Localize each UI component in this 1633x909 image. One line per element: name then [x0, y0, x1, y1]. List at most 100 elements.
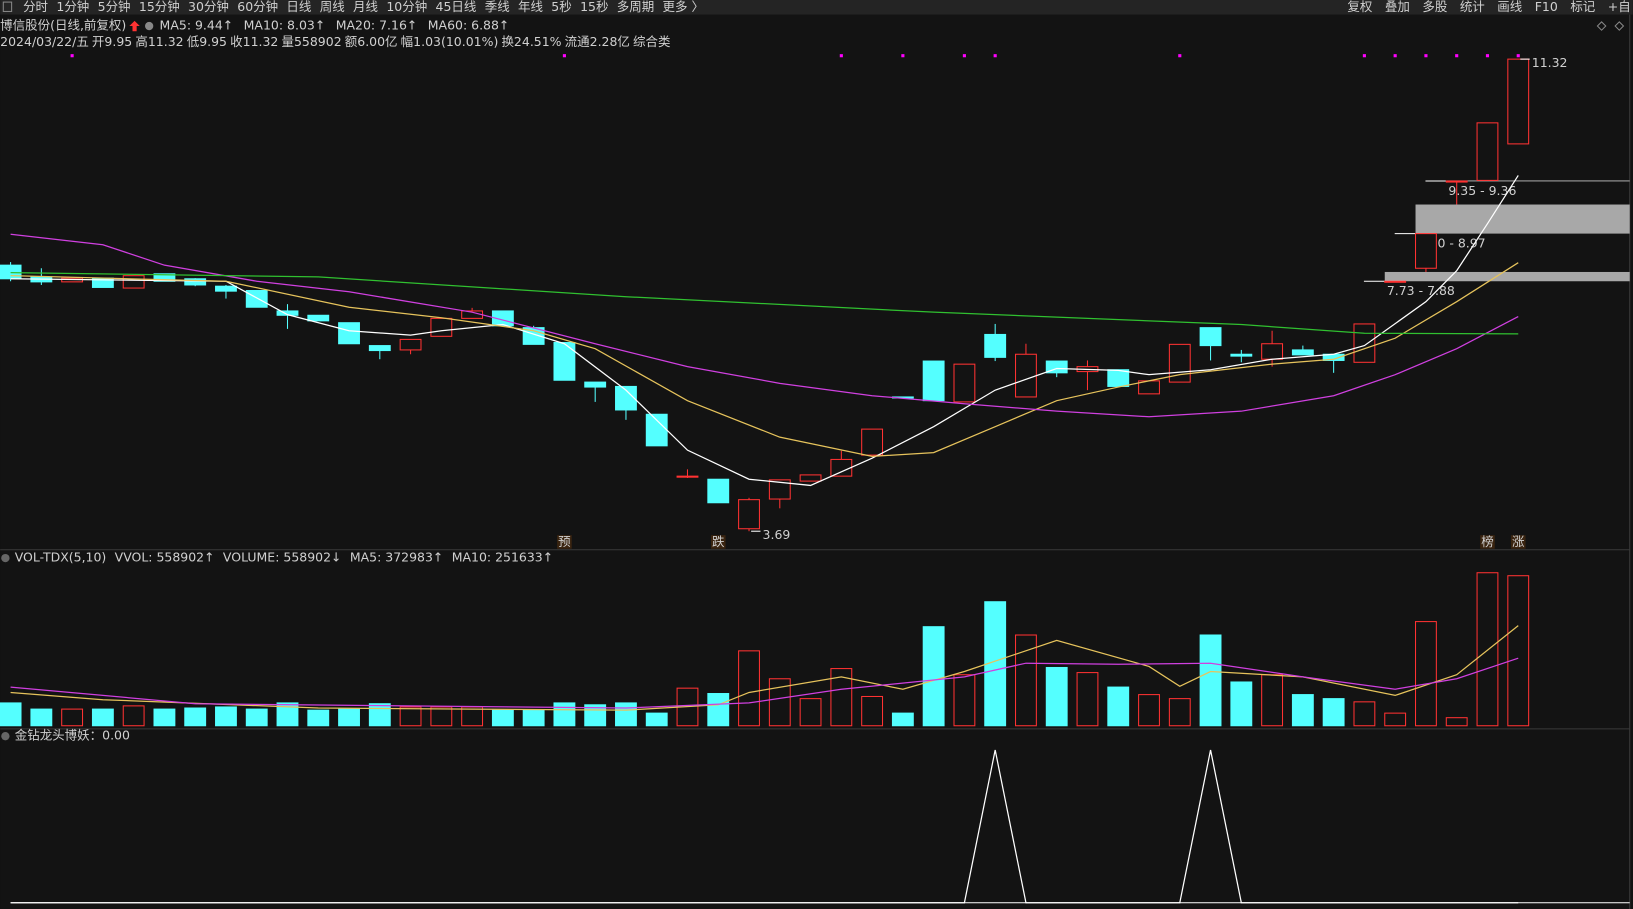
signal-dot — [562, 54, 566, 58]
quote-item: 高11.32 — [135, 34, 183, 49]
volume-bar — [399, 706, 422, 727]
period-tab[interactable]: 月线 — [353, 0, 378, 14]
volume-bar — [768, 678, 791, 727]
period-tab[interactable]: 更多 〉 — [663, 0, 704, 14]
volume-bar — [307, 709, 330, 727]
volume-bar — [276, 702, 299, 727]
period-tab[interactable]: 日线 — [286, 0, 311, 14]
gap-band — [1415, 204, 1630, 234]
collapse-icon[interactable] — [1, 553, 10, 563]
quote-item: 流通2.28亿 — [565, 34, 630, 49]
period-tab[interactable]: 15分钟 — [139, 0, 180, 14]
volume-bar — [338, 708, 360, 727]
candle-body — [738, 499, 760, 530]
volume-bar — [738, 650, 760, 727]
gap-band — [1446, 180, 1630, 182]
legend-item: MA10: 251633↑ — [452, 550, 554, 565]
period-tab[interactable]: 60分钟 — [237, 0, 278, 14]
candle-body — [1353, 323, 1376, 363]
quote-item: 2024/03/22/五 — [0, 34, 89, 49]
candle-body — [922, 360, 945, 402]
candle-body — [1261, 343, 1284, 360]
volume-bar — [491, 709, 514, 727]
volume-bar — [0, 702, 22, 727]
panel-title: 金钻龙头博妖：0.00 — [15, 728, 130, 743]
price-label: 3.69 — [763, 527, 791, 542]
ma-line — [10, 271, 1519, 335]
quote-item: 低9.95 — [187, 34, 227, 49]
period-tab[interactable]: 30分钟 — [188, 0, 229, 14]
candle-body — [153, 273, 176, 282]
period-tab[interactable]: 1分钟 — [56, 0, 89, 14]
signal-badge — [1480, 535, 1495, 549]
volume-bar — [1138, 694, 1160, 727]
indicator-line — [10, 749, 1519, 904]
ma-line — [10, 262, 1519, 457]
signal-badge — [710, 535, 726, 549]
volume-ma-line — [10, 625, 1519, 711]
period-tab[interactable]: 多周期 — [617, 0, 654, 14]
signal-dot — [839, 54, 843, 58]
candle-body — [645, 413, 668, 447]
toolbar — [0, 0, 1633, 15]
gap-label: 7.73 - 7.88 — [1387, 283, 1455, 298]
volume-bar — [61, 708, 84, 727]
quote-item: 换24.51% — [501, 34, 561, 49]
volume-bar — [891, 712, 914, 727]
stock-title: 博信股份(日线,前复权) — [0, 18, 126, 33]
period-tab[interactable]: 分时 — [23, 0, 48, 14]
menu-icon[interactable] — [2, 1, 13, 12]
candle-body — [1507, 58, 1530, 145]
candle-body — [1445, 180, 1468, 183]
candle-body — [707, 478, 730, 504]
period-tab[interactable]: 45日线 — [436, 0, 477, 14]
gap-band — [1384, 271, 1630, 282]
candle-body — [307, 314, 330, 322]
legend-item: MA10: 8.03↑ — [244, 18, 326, 33]
candle-body — [676, 475, 699, 478]
signal-badge — [1510, 535, 1526, 549]
panel-icons[interactable] — [1596, 21, 1625, 31]
period-tab[interactable]: 5秒 — [551, 0, 571, 14]
volume-bar — [922, 626, 945, 727]
period-tab[interactable]: 年线 — [518, 0, 543, 14]
collapse-icon[interactable] — [1, 731, 10, 741]
tool-button[interactable]: +自 — [1608, 0, 1631, 14]
tool-button[interactable]: 多股 — [1422, 0, 1447, 14]
tool-button[interactable]: 叠加 — [1385, 0, 1410, 14]
quote-item: 额6.00亿 — [345, 34, 398, 49]
period-tab[interactable]: 5分钟 — [98, 0, 131, 14]
menu-icon[interactable] — [144, 21, 154, 31]
volume-bar — [1445, 717, 1468, 727]
tool-button[interactable]: F10 — [1535, 0, 1558, 14]
tool-button[interactable]: 复权 — [1347, 0, 1372, 14]
volume-bar — [1384, 712, 1407, 727]
signal-dot — [1485, 54, 1490, 58]
candle-body — [799, 474, 822, 482]
quote-item: 综合类 — [633, 34, 671, 49]
candle-body — [1291, 349, 1314, 356]
period-tab[interactable]: 季线 — [485, 0, 510, 14]
quote-item: 收11.32 — [230, 34, 278, 49]
candle-body — [1415, 233, 1437, 269]
candle-body — [215, 285, 237, 292]
candle-body — [584, 381, 607, 388]
tool-button[interactable]: 标记 — [1570, 0, 1595, 14]
volume-bar — [1353, 701, 1376, 727]
gap-label: 9.35 - 9.36 — [1448, 183, 1516, 198]
signal-dot — [901, 54, 905, 58]
signal-text: 榜 — [1481, 534, 1493, 549]
period-tab[interactable]: 15秒 — [580, 0, 608, 14]
panel-title: VOL-TDX(5,10) — [15, 550, 107, 565]
candle-body — [399, 338, 422, 351]
tool-button[interactable]: 统计 — [1460, 0, 1485, 14]
legend-item: MA60: 6.88↑ — [428, 18, 510, 33]
tool-button[interactable]: 画线 — [1497, 0, 1522, 14]
volume-bar — [368, 703, 391, 727]
period-tab[interactable]: 10分钟 — [386, 0, 427, 14]
quote-item: 量558902 — [282, 34, 342, 49]
volume-bar — [1476, 572, 1499, 727]
period-tab[interactable]: 周线 — [320, 0, 345, 14]
signal-dot — [70, 54, 74, 58]
